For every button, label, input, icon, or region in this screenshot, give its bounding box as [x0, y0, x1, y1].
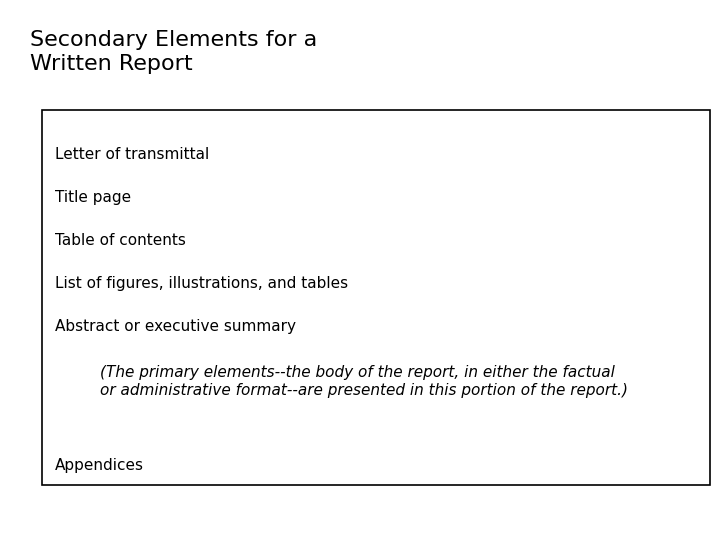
Text: Abstract or executive summary: Abstract or executive summary [55, 319, 296, 334]
Text: Title page: Title page [55, 190, 131, 205]
Text: Letter of transmittal: Letter of transmittal [55, 147, 210, 162]
Text: (The primary elements--the body of the report, in either the factual
or administ: (The primary elements--the body of the r… [100, 365, 628, 398]
Bar [42, 110, 710, 485]
Text: List of figures, illustrations, and tables: List of figures, illustrations, and tabl… [55, 276, 348, 291]
Text: Secondary Elements for a
Written Report: Secondary Elements for a Written Report [30, 30, 318, 74]
Text: Appendices: Appendices [55, 458, 144, 473]
Text: Table of contents: Table of contents [55, 233, 186, 248]
